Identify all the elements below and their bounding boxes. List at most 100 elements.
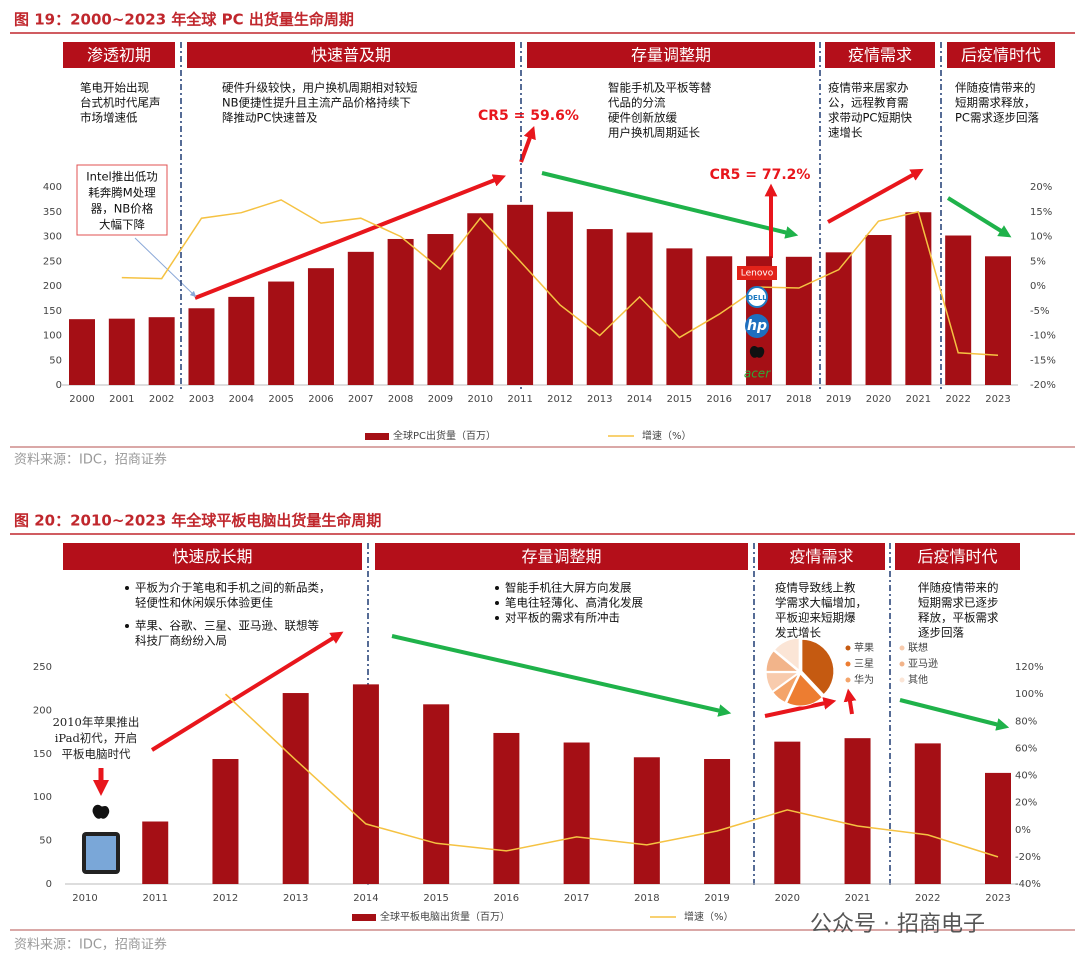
cr5-label: CR5 = 77.2% xyxy=(710,167,811,183)
y2-tick-label: 20% xyxy=(1030,182,1052,193)
phase-note: 智能手机往大屏方向发展 xyxy=(505,581,632,595)
x-tick-label: 2015 xyxy=(423,893,448,904)
phase-header xyxy=(527,42,815,68)
logo: Lenovo xyxy=(741,269,774,279)
phase-header xyxy=(375,543,748,570)
annotation: 大幅下降 xyxy=(99,218,145,232)
phase-label: 渗透初期 xyxy=(87,46,151,65)
phase-note: 公，远程教育需 xyxy=(828,96,909,110)
annotation: 2010年苹果推出 xyxy=(53,715,140,729)
bar xyxy=(268,281,295,385)
bar xyxy=(546,211,573,385)
annotation: Intel推出低功 xyxy=(86,170,157,184)
y-tick-label: 0 xyxy=(56,380,62,391)
chart-title: 图 20：2010~2023 年全球平板电脑出货量生命周期 xyxy=(14,512,381,530)
y-tick-label: 50 xyxy=(49,355,62,366)
bar xyxy=(423,704,450,884)
bar xyxy=(706,256,733,385)
logo-bg xyxy=(746,286,768,308)
legend-label: 增速（%） xyxy=(642,429,692,442)
pie-legend-label: 华为 xyxy=(854,673,874,686)
phase-note: 笔电开始出现 xyxy=(80,81,149,95)
phase-note: 疫情导致线上教 xyxy=(775,581,856,595)
legend-swatch xyxy=(365,433,389,440)
phase-note: 发式增长 xyxy=(775,626,821,640)
x-tick-label: 2020 xyxy=(775,893,800,904)
y-tick-label: 150 xyxy=(33,749,52,760)
y2-tick-label: -5% xyxy=(1030,306,1049,317)
x-tick-label: 2019 xyxy=(704,893,729,904)
bullet xyxy=(495,586,499,590)
annotation: 器，NB价格 xyxy=(91,202,154,216)
logo: DELL xyxy=(747,294,767,302)
bar xyxy=(228,296,255,385)
bar xyxy=(666,248,693,385)
phase-header xyxy=(825,42,935,68)
bar xyxy=(507,204,534,385)
x-tick-label: 2017 xyxy=(564,893,589,904)
y2-tick-label: -10% xyxy=(1030,331,1056,342)
phase-note: 平板迎来短期爆 xyxy=(775,611,856,625)
phase-note: 台式机时代尾声 xyxy=(80,96,161,110)
x-tick-label: 2015 xyxy=(667,394,692,405)
bar xyxy=(985,772,1011,884)
y-tick-label: 50 xyxy=(39,836,52,847)
phase-note: 短期需求已逐步 xyxy=(918,596,999,610)
y-tick-label: 300 xyxy=(43,232,62,243)
bar xyxy=(844,738,871,884)
bar xyxy=(282,693,309,884)
x-tick-label: 2008 xyxy=(388,394,413,405)
legend-dot xyxy=(845,645,851,651)
pie-slice xyxy=(801,638,835,696)
bar xyxy=(352,684,379,884)
bar xyxy=(865,235,892,385)
x-tick-label: 2018 xyxy=(786,394,811,405)
phase-note: 平板为介于笔电和手机之间的新品类， xyxy=(135,581,331,595)
phase-note: 硬件创新放缓 xyxy=(608,111,677,125)
x-tick-label: 2017 xyxy=(746,394,771,405)
legend-dot xyxy=(899,645,905,651)
bar xyxy=(985,256,1011,385)
y2-tick-label: 5% xyxy=(1030,256,1046,267)
x-tick-label: 2012 xyxy=(547,394,572,405)
y2-tick-label: 10% xyxy=(1030,232,1052,243)
y-tick-label: 250 xyxy=(43,256,62,267)
x-tick-label: 2013 xyxy=(587,394,612,405)
pie-slice xyxy=(772,673,800,704)
source: 资料来源：IDC，招商证券 xyxy=(14,452,167,468)
y-tick-label: 100 xyxy=(33,792,52,803)
phase-note: 硬件升级较快，用户换机周期相对较短 xyxy=(222,81,418,95)
bar xyxy=(188,308,215,385)
legend-swatch xyxy=(352,914,376,921)
annotation-box xyxy=(76,164,168,236)
x-tick-label: 2023 xyxy=(985,893,1010,904)
legend-label: 全球平板电脑出货量（百万） xyxy=(380,910,510,923)
y2-tick-label: 40% xyxy=(1015,771,1037,782)
pie-slice xyxy=(765,650,800,672)
y2-tick-label: -20% xyxy=(1030,380,1056,391)
phase-note: 学需求大幅增加， xyxy=(775,596,867,610)
x-tick-label: 2021 xyxy=(906,394,931,405)
legend-dot xyxy=(845,677,851,683)
bar xyxy=(563,742,590,884)
phase-header xyxy=(895,543,1020,570)
phase-note: 伴随疫情带来的 xyxy=(955,81,1036,95)
bar xyxy=(387,238,414,385)
bar xyxy=(148,317,175,385)
y-tick-label: 200 xyxy=(33,705,52,716)
logo: hp xyxy=(747,318,767,334)
legend-dot xyxy=(899,677,905,683)
x-tick-label: 2016 xyxy=(706,394,731,405)
arrows xyxy=(92,125,1012,797)
pie-slice xyxy=(773,637,800,672)
y-tick-label: 400 xyxy=(43,182,62,193)
bar xyxy=(633,757,660,884)
growth-line xyxy=(224,693,999,858)
phase-header xyxy=(758,543,885,570)
bar xyxy=(493,732,520,884)
bar xyxy=(467,213,494,385)
annotation: 平板电脑时代 xyxy=(62,747,131,761)
phase-note: NB便捷性提升且主流产品价格持续下 xyxy=(222,96,411,110)
y-tick-label: 200 xyxy=(43,281,62,292)
annotation: 耗奔腾M处理 xyxy=(88,186,156,200)
